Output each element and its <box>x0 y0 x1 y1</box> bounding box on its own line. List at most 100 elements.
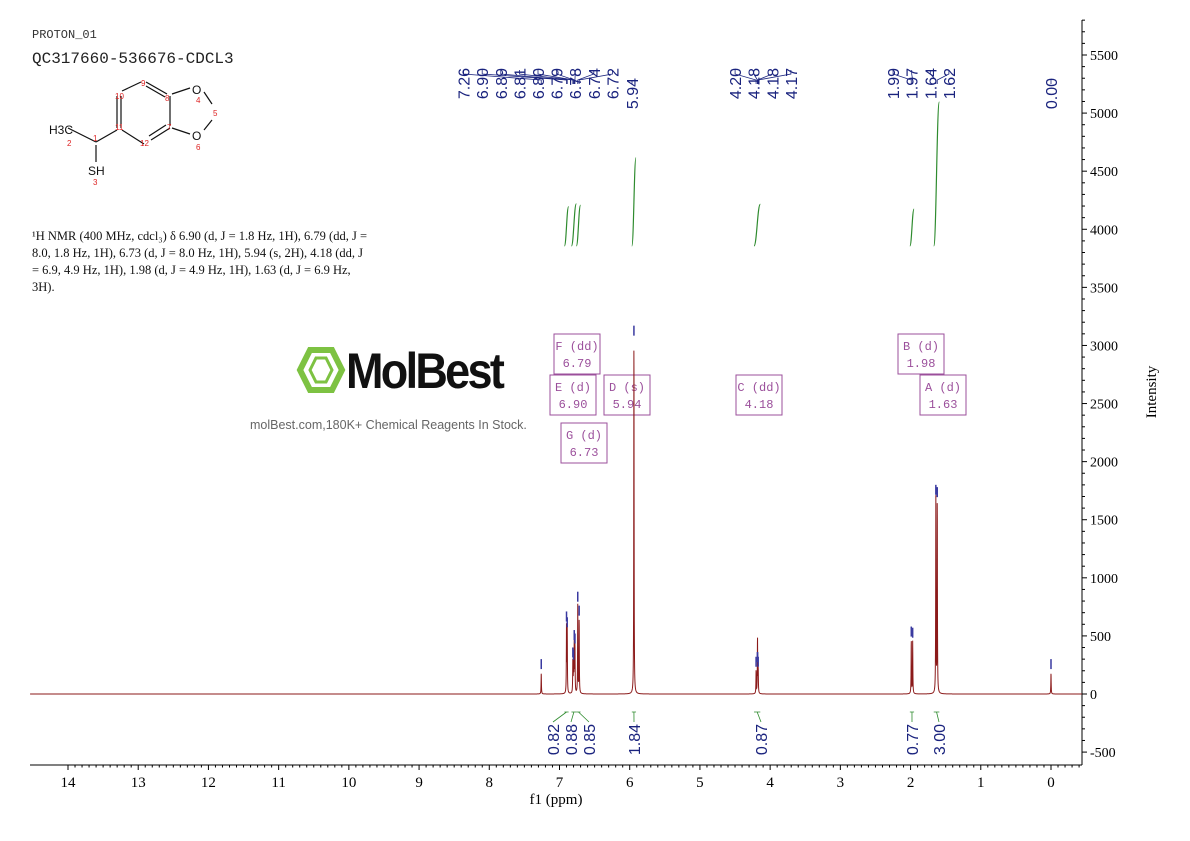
peak-label-leader <box>537 70 574 84</box>
watermark-tagline: molBest.com,180K+ Chemical Reagents In S… <box>250 418 527 432</box>
y-tick-label: 1500 <box>1090 514 1118 529</box>
peak-label-leader <box>911 70 914 84</box>
atom-number: 7 <box>167 123 172 132</box>
atom-label: O <box>192 83 201 97</box>
peak-label: 4.18 <box>765 68 782 99</box>
integral-curve <box>753 203 761 247</box>
y-tick-label: 4500 <box>1090 165 1118 180</box>
x-tick-label: 9 <box>415 775 423 791</box>
atom-number: 4 <box>196 96 201 105</box>
peak-label: 0.00 <box>1044 78 1061 109</box>
multiplet-shift: 6.90 <box>559 398 588 412</box>
axes: 14 13 12 11 10 9 8 7 6 5 4 3 2 1 0f1 (ppm)-50005001000… <box>30 19 1160 808</box>
multiplet-frame <box>603 374 651 416</box>
integral-curve <box>631 157 637 247</box>
x-tick-label: 7 <box>556 775 564 791</box>
multiplet-box-G: G (d) 6.73 <box>560 422 608 464</box>
multiplet-shift: 6.73 <box>570 446 599 460</box>
x-tick-label: 12 <box>201 775 216 791</box>
multiplet-box-A: A (d) 1.63 <box>919 374 967 416</box>
multiplet-box-E: E (d) 6.90 <box>549 374 597 416</box>
x-tick-label: 14 <box>61 775 77 791</box>
watermark-logo-icon <box>296 347 346 393</box>
peak-label: 6.74 <box>587 68 604 99</box>
peak-label: 4.17 <box>784 68 801 99</box>
multiplet-shift: 5.94 <box>613 398 642 412</box>
integral-bracket <box>933 711 940 723</box>
integral-bracket <box>909 711 915 723</box>
multiplet-frame <box>560 422 608 464</box>
peak-label-leader <box>481 70 567 84</box>
experiment-name: PROTON_01 <box>32 28 97 42</box>
y-tick-label: 5000 <box>1090 107 1118 122</box>
peak-label-leader <box>892 70 912 84</box>
x-tick-label: 2 <box>907 775 915 791</box>
peak-label-leader <box>519 70 574 84</box>
peak-label-leader <box>500 70 568 84</box>
y-tick-label: 500 <box>1090 630 1111 645</box>
peak-label-leader <box>577 70 595 84</box>
peak-markers <box>540 325 1052 670</box>
atom-number: 12 <box>140 139 149 148</box>
nmr-description: ¹H NMR (400 MHz, cdcl₃) δ 6.90 (d, J = 1… <box>32 229 368 294</box>
atom-label: O <box>192 129 201 143</box>
atom-number: 2 <box>67 139 72 148</box>
multiplet-label: B (d) <box>903 340 939 354</box>
peak-label: 7.26 <box>457 68 474 99</box>
peak-label: 6.72 <box>605 68 622 99</box>
multiplet-shift: 1.98 <box>907 357 936 371</box>
atom-number: 9 <box>141 79 146 88</box>
atom-number: 10 <box>115 92 124 101</box>
integral-curve <box>563 206 570 247</box>
integral-value: 0.77 <box>905 724 922 755</box>
multiplet-boxes: F (dd) 6.79 E (d) 6.90 D (s) 5.94 G (d) 6.73 C (… <box>549 333 967 464</box>
peak-label: 1.62 <box>942 68 959 99</box>
y-tick-label: 2500 <box>1090 398 1118 413</box>
spectrum-line <box>30 350 1082 695</box>
peak-label: 4.18 <box>747 68 764 99</box>
multiplet-box-F: F (dd) 6.79 <box>553 333 601 375</box>
multiplet-label: G (d) <box>566 429 602 443</box>
integral-curve <box>909 208 915 247</box>
multiplet-label: D (s) <box>609 381 645 395</box>
x-tick-label: 6 <box>626 775 634 791</box>
peak-label-leader <box>734 70 757 84</box>
x-tick-label: 13 <box>131 775 146 791</box>
multiplet-label: A (d) <box>925 381 961 395</box>
atom-number: 1 <box>93 134 98 143</box>
integral-bracket <box>631 711 637 723</box>
x-tick-label: 8 <box>486 775 494 791</box>
peak-label-leader <box>757 70 773 84</box>
peak-label: 1.99 <box>886 68 903 99</box>
peak-label: 6.81 <box>512 68 529 99</box>
peak-label-leader <box>936 70 950 84</box>
multiplet-box-C: C (dd) 4.18 <box>735 374 783 416</box>
x-tick-label: 11 <box>271 775 285 791</box>
integral-value: 0.82 <box>546 724 563 755</box>
integral-bracket <box>552 711 569 723</box>
y-tick-label: 4000 <box>1090 223 1118 238</box>
multiplet-frame <box>735 374 783 416</box>
peak-labels: 7.26 6.90 6.89 6.81 6.80 6.79 6.78 6.74 6.72 5.94… <box>457 68 1061 109</box>
peak-label-leader <box>757 70 792 84</box>
multiplet-frame <box>553 333 601 375</box>
integral-value: 0.87 <box>754 724 771 755</box>
multiplet-frame <box>919 374 967 416</box>
y-tick-label: 3000 <box>1090 339 1118 354</box>
atom-number: 8 <box>165 94 170 103</box>
integral-value: 0.85 <box>582 724 599 755</box>
x-tick-label: 10 <box>341 775 356 791</box>
x-tick-label: 0 <box>1047 775 1055 791</box>
y-tick-label: -500 <box>1090 746 1116 761</box>
multiplet-label: C (dd) <box>737 381 780 395</box>
integral-curves: 0.82 0.88 0.85 1.84 0.87 0.77 3.00 <box>546 101 949 755</box>
integral-bracket <box>570 711 577 723</box>
integral-curve <box>575 204 582 247</box>
peak-label: 6.79 <box>550 68 567 99</box>
x-tick-label: 3 <box>837 775 845 791</box>
atom-number: 3 <box>93 178 98 187</box>
atom-label: SH <box>88 164 105 178</box>
chemical-structure: H3C SH O O 2 1 3 10 9 8 11 12 7 4 5 6 <box>49 79 218 187</box>
